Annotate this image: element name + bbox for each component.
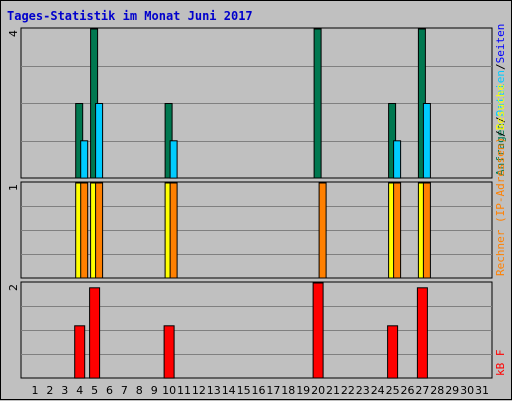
x-tick-label: 27 bbox=[415, 384, 429, 397]
bar bbox=[319, 183, 326, 278]
bar bbox=[394, 183, 401, 278]
x-tick-label: 1 bbox=[32, 384, 39, 397]
bar bbox=[423, 104, 430, 179]
bar bbox=[423, 183, 430, 278]
x-tick-label: 13 bbox=[207, 384, 221, 397]
bar bbox=[314, 29, 321, 178]
y-max-label: 4 bbox=[7, 30, 20, 37]
x-tick-label: 12 bbox=[192, 384, 206, 397]
bar bbox=[90, 288, 100, 378]
legend-entry: / bbox=[494, 130, 507, 137]
x-tick-label: 25 bbox=[386, 384, 400, 397]
x-tick-label: 11 bbox=[177, 384, 191, 397]
bar bbox=[417, 288, 427, 378]
bar bbox=[388, 326, 398, 378]
bar bbox=[96, 183, 103, 278]
x-tick-label: 9 bbox=[151, 384, 158, 397]
bar bbox=[75, 326, 85, 378]
x-tick-label: 3 bbox=[61, 384, 68, 397]
bar bbox=[81, 183, 88, 278]
x-tick-label: 6 bbox=[106, 384, 113, 397]
x-tick-label: 5 bbox=[91, 384, 98, 397]
y-max-label: 2 bbox=[7, 284, 20, 291]
x-tick-label: 30 bbox=[460, 384, 474, 397]
x-tick-label: 14 bbox=[222, 384, 236, 397]
bar bbox=[96, 104, 103, 179]
x-tick-label: 23 bbox=[356, 384, 370, 397]
bar bbox=[81, 141, 88, 178]
x-axis-labels: 1 2 3 4 5 6 7 8 9 10 11 12 13 14 15 16 17 18 19 20 21 22 23 24 2… bbox=[32, 384, 490, 397]
x-tick-label: 15 bbox=[237, 384, 251, 397]
x-tick-label: 2 bbox=[46, 384, 53, 397]
bar bbox=[170, 141, 177, 178]
x-tick-label: 29 bbox=[445, 384, 459, 397]
x-tick-label: 4 bbox=[76, 384, 83, 397]
chart-title: Tages-Statistik im Monat Juni 2017 bbox=[7, 9, 253, 23]
legend-entry: Seiten bbox=[494, 24, 507, 64]
x-tick-label: 19 bbox=[296, 384, 310, 397]
x-tick-label: 18 bbox=[281, 384, 295, 397]
x-tick-label: 22 bbox=[341, 384, 355, 397]
panel-bottom: 2 kB F bbox=[7, 282, 507, 378]
bar bbox=[394, 141, 401, 178]
x-tick-label: 21 bbox=[326, 384, 340, 397]
x-tick-label: 28 bbox=[430, 384, 444, 397]
x-tick-label: 17 bbox=[266, 384, 280, 397]
legend-entry: / bbox=[494, 63, 507, 70]
x-tick-label: 24 bbox=[371, 384, 385, 397]
x-tick-label: 7 bbox=[121, 384, 128, 397]
series-legend: kB F bbox=[494, 350, 507, 377]
legend-entry: kB F bbox=[494, 350, 507, 377]
x-tick-label: 20 bbox=[311, 384, 325, 397]
bar bbox=[164, 326, 174, 378]
bar bbox=[313, 283, 323, 378]
y-max-label: 1 bbox=[7, 184, 20, 191]
legend-entry: Besuche bbox=[494, 84, 507, 130]
x-tick-label: 8 bbox=[136, 384, 143, 397]
x-tick-label: 16 bbox=[252, 384, 266, 397]
bar bbox=[170, 183, 177, 278]
x-tick-label: 31 bbox=[475, 384, 489, 397]
series-legend: Rechner (IP-Adressen)/Besuche bbox=[494, 84, 507, 276]
legend-entry: Rechner (IP-Adressen) bbox=[494, 137, 507, 276]
x-tick-label: 26 bbox=[401, 384, 415, 397]
x-tick-label: 10 bbox=[162, 384, 176, 397]
